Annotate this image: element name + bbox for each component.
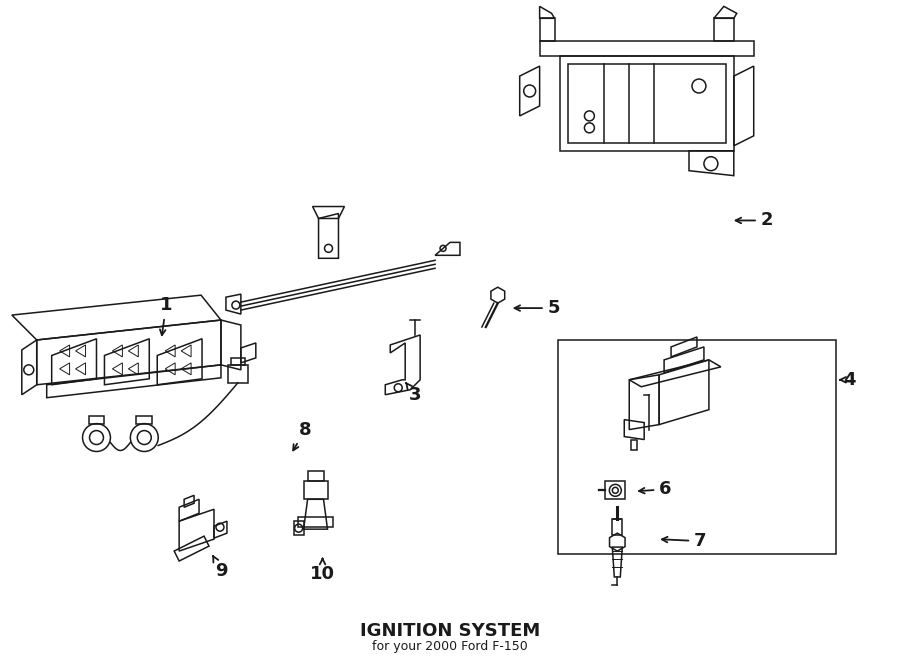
Bar: [557, 340, 836, 554]
Text: 7: 7: [662, 532, 706, 550]
Text: for your 2000 Ford F-150: for your 2000 Ford F-150: [372, 640, 528, 653]
Text: 9: 9: [213, 556, 227, 580]
Text: 5: 5: [515, 299, 560, 317]
Text: 3: 3: [406, 383, 421, 404]
Text: 1: 1: [160, 296, 173, 335]
Text: 4: 4: [840, 371, 856, 389]
Text: 8: 8: [293, 420, 312, 450]
Text: 10: 10: [310, 559, 335, 583]
Text: IGNITION SYSTEM: IGNITION SYSTEM: [360, 622, 540, 639]
Text: 2: 2: [735, 211, 773, 230]
Text: 6: 6: [639, 481, 671, 498]
